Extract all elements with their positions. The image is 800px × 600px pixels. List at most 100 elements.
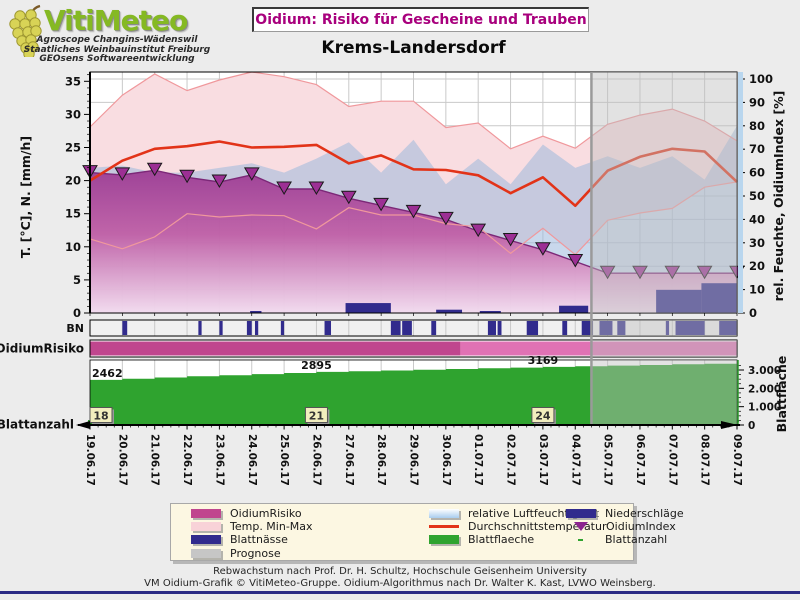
left-axis-tick-label: 0 (73, 306, 81, 320)
oidium-index-marker (502, 233, 519, 247)
wetness-bars (122, 321, 737, 335)
legend-item: Niederschläge (566, 507, 684, 520)
left-axis-tick-label: 35 (65, 74, 81, 88)
wetness-bar (675, 321, 705, 335)
date-axis-label: 07.07.17 (666, 434, 678, 486)
legend-label: OidiumRisiko (230, 507, 302, 521)
date-axis-label: 24.06.17 (246, 434, 258, 486)
legend-swatch-line-icon (429, 525, 459, 529)
app-logo-title: VitiMeteo (44, 4, 188, 37)
leaf-area-steps (90, 363, 737, 425)
leaf-count-value: 21 (309, 410, 324, 423)
leaf-count-box (304, 407, 328, 423)
legend-swatch-wetness-icon (191, 535, 221, 545)
oidium-index-marker (664, 265, 681, 280)
oidium-index-marker (340, 190, 357, 205)
legend-label: Blattanzahl (605, 533, 668, 547)
leaf-axis-title: Blattfläche (774, 356, 789, 433)
axis-arrow-left-icon (76, 421, 90, 429)
legend-column: Niederschläge OidiumIndex Blattanzahl (566, 507, 684, 547)
precipitation-bar (701, 283, 737, 313)
logo-subtitle-line: Staatliches Weinbauinstitut Freiburg (23, 44, 211, 55)
leaf-count-box (89, 407, 113, 423)
oidium-index-marker (373, 197, 389, 212)
legend-item: Blattflaeche (429, 533, 607, 546)
prognose-overlay (591, 72, 737, 425)
wetness-bar (198, 321, 202, 335)
oidium-index-marker (179, 169, 195, 184)
left-axis-tick-label: 20 (65, 174, 81, 188)
leaf-count-box (531, 407, 555, 423)
leaf-axis-tick-label: 1.000 (748, 402, 781, 414)
date-axis-label: 03.07.17 (537, 434, 549, 486)
oidium-index-marker (146, 162, 163, 177)
wetness-bar (599, 321, 613, 335)
oidium-index-marker (567, 254, 584, 268)
right-axis-tick-label: 30 (749, 236, 765, 250)
date-axis-label: 01.07.17 (472, 434, 484, 486)
wetness-bar (122, 321, 128, 335)
legend-label: Blattnässe (230, 533, 288, 547)
legend-label: OidiumIndex (606, 520, 676, 534)
oidium-index-marker (308, 181, 325, 195)
precipitation-bar (656, 289, 702, 313)
wetness-bar (526, 321, 539, 335)
wetness-bar (219, 321, 223, 335)
left-axis-tick-label: 5 (73, 273, 81, 287)
oidium-index-marker (211, 174, 228, 188)
right-axis-strip (738, 72, 743, 313)
legend-swatch-humidity-icon (429, 509, 459, 519)
oidium-index-area (90, 170, 737, 313)
oidium-index-marker (599, 265, 616, 280)
right-axis-tick-label: 10 (749, 283, 765, 297)
leaf-axis-tick-label: 2.000 (748, 383, 781, 395)
legend-swatch-triangle-icon (574, 522, 588, 532)
date-axis-label: 06.07.17 (634, 434, 646, 486)
leaf-axis-tick-label: 0 (748, 420, 755, 432)
footer-rule (0, 591, 800, 594)
oidium-index-marker (632, 265, 648, 280)
date-axis-label: 02.07.17 (505, 434, 517, 486)
precipitation-bar (479, 311, 501, 313)
wetness-bar (402, 321, 412, 335)
wetness-bar (431, 321, 437, 335)
legend-swatch-band-icon (191, 522, 221, 532)
right-axis-tick-label: 90 (749, 95, 765, 109)
date-axis-label: 09.07.17 (731, 434, 743, 486)
right-axis-tick-label: 20 (749, 259, 765, 273)
legend-swatch-prognose-icon (191, 548, 221, 558)
precipitation-bar (559, 305, 589, 313)
risk-segment-medium (460, 341, 737, 356)
legend-item: Blattnässe (191, 533, 313, 546)
date-axis-label: 04.07.17 (569, 434, 581, 486)
logo-subtitle-block: Agroscope Changins-Wädenswil Staatliches… (12, 35, 222, 65)
left-axis-title: T. [°C], N. [mm/h] (18, 136, 33, 258)
legend-column: OidiumRisiko Temp. Min-Max Blattnässe Progn… (191, 507, 313, 560)
precipitation-bar (436, 309, 463, 313)
legend-label: Blattflaeche (468, 533, 535, 547)
wetness-bar (487, 321, 496, 335)
logo-subtitle-line: Agroscope Changins-Wädenswil (36, 35, 198, 45)
date-axis-label: 30.06.17 (440, 434, 452, 486)
wetness-bar (280, 321, 285, 335)
right-axis-tick-label: 40 (749, 212, 765, 226)
left-axis-tick-label: 30 (65, 107, 81, 121)
logo-subtitle-line: GEOsens Softwareentwicklung (39, 54, 195, 64)
oidium-index-markers (82, 162, 745, 280)
grapes-logo-icon (9, 4, 42, 57)
precipitation-bar (345, 303, 391, 313)
legend-item: Blattanzahl (566, 533, 684, 546)
date-axis-label: 23.06.17 (213, 434, 225, 486)
leaf-count-value: 24 (535, 410, 551, 423)
leaf-chart-label: Blattanzahl (0, 418, 74, 432)
wetness-bar (562, 321, 568, 335)
oidium-index-marker (696, 265, 713, 280)
avg-temperature-line (89, 140, 738, 208)
date-axis-label: 08.07.17 (699, 434, 711, 486)
right-axis-tick-label: 80 (749, 119, 765, 133)
wetness-bar (665, 321, 670, 335)
precipitation-bar (250, 311, 262, 313)
right-axis-tick-label: 60 (749, 166, 765, 180)
date-axis-label: 29.06.17 (408, 434, 420, 486)
